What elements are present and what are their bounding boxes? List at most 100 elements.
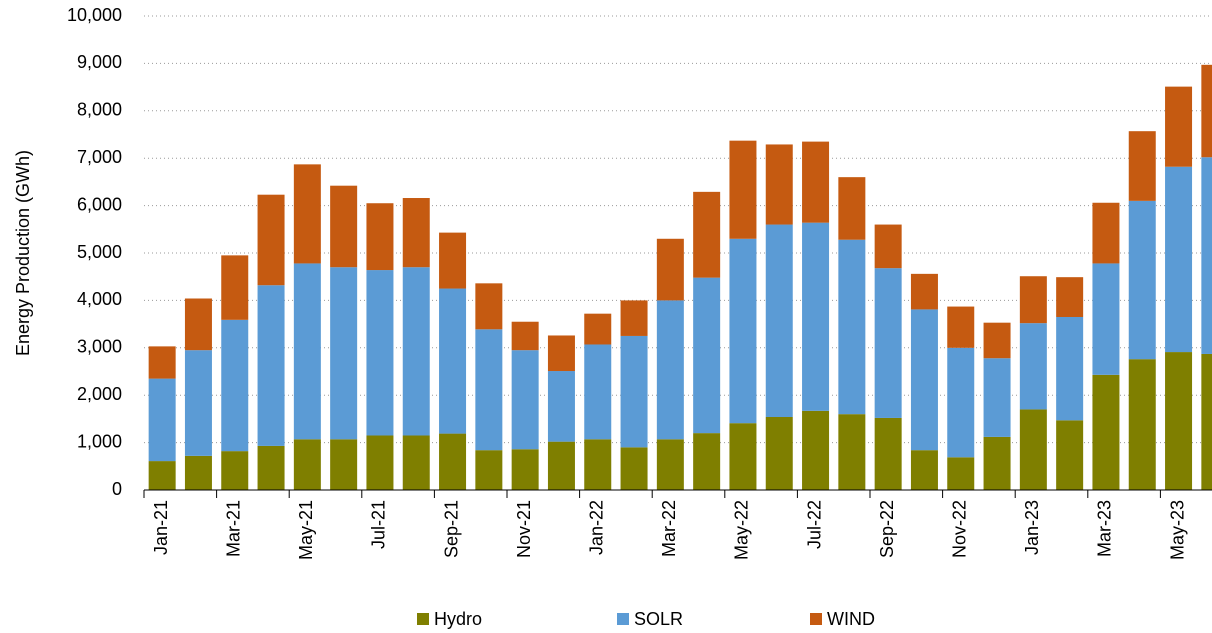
bar-segment xyxy=(1092,374,1120,490)
bar-segment xyxy=(765,224,793,418)
bar-segment xyxy=(656,300,684,440)
x-tick-label: Jan-23 xyxy=(1022,500,1042,555)
x-tick-label: Mar-22 xyxy=(659,500,679,557)
bar-segment xyxy=(874,417,902,490)
bar-segment xyxy=(729,238,757,424)
bar-segment xyxy=(874,268,902,418)
bar-segment xyxy=(693,191,721,278)
bar-segment xyxy=(366,270,394,436)
bar-segment xyxy=(1019,409,1047,490)
legend-label: SOLR xyxy=(634,609,683,629)
bar-segment xyxy=(330,267,358,440)
bar-segment xyxy=(1165,166,1193,353)
bar-segment xyxy=(983,358,1011,437)
x-tick-label: Sep-22 xyxy=(877,500,897,558)
bar-segment xyxy=(330,439,358,490)
bar-segment xyxy=(802,141,830,223)
bar-segment xyxy=(366,435,394,490)
bar-segment xyxy=(983,322,1011,359)
x-tick-label: Jan-21 xyxy=(151,500,171,555)
bar-segment xyxy=(1128,359,1156,490)
bar-segment xyxy=(584,313,612,345)
bar-segment xyxy=(148,346,176,379)
bar-segment xyxy=(1201,157,1212,354)
bar-segment xyxy=(1092,263,1120,375)
bar-segment xyxy=(1128,131,1156,201)
bar-segment xyxy=(838,414,866,490)
bar-segment xyxy=(439,433,467,490)
bar-segment xyxy=(1165,86,1193,167)
y-tick-label: 5,000 xyxy=(77,242,122,262)
bar-segment xyxy=(184,350,212,456)
bar-segment xyxy=(330,185,358,268)
bar-segment xyxy=(366,203,394,271)
legend-swatch xyxy=(810,613,822,625)
bar-segment xyxy=(729,423,757,490)
bar-segment xyxy=(475,329,503,451)
bar-segment xyxy=(947,457,975,490)
bar-segment xyxy=(1201,64,1212,158)
x-tick-label: May-22 xyxy=(732,500,752,560)
y-tick-label: 9,000 xyxy=(77,52,122,72)
bar-segment xyxy=(620,335,648,448)
x-tick-label: Nov-22 xyxy=(950,500,970,558)
x-tick-label: May-23 xyxy=(1167,500,1187,560)
bar-segment xyxy=(511,350,539,450)
bar-segment xyxy=(838,177,866,240)
legend-label: WIND xyxy=(827,609,875,629)
bar-segment xyxy=(402,198,430,268)
y-tick-label: 0 xyxy=(112,479,122,499)
bar-segment xyxy=(402,267,430,436)
bar-segment xyxy=(1128,200,1156,360)
legend-label: Hydro xyxy=(434,609,482,629)
bar-segment xyxy=(257,194,285,286)
bar-segment xyxy=(1092,202,1120,264)
x-tick-label: Jan-22 xyxy=(587,500,607,555)
y-axis-label: Energy Production (GWh) xyxy=(13,150,33,356)
bar-segment xyxy=(983,436,1011,490)
x-tick-label: Nov-21 xyxy=(514,500,534,558)
bar-segment xyxy=(1165,352,1193,490)
bar-segment xyxy=(184,298,212,351)
bar-segment xyxy=(1056,277,1084,317)
y-tick-label: 10,000 xyxy=(67,5,122,25)
bar-segment xyxy=(148,461,176,490)
bar-segment xyxy=(257,285,285,446)
bar-segment xyxy=(439,232,467,289)
legend-swatch xyxy=(417,613,429,625)
bar-segment xyxy=(221,451,249,490)
bar-segment xyxy=(765,144,793,225)
plot xyxy=(148,64,1212,490)
x-tick-label: Mar-21 xyxy=(224,500,244,557)
bar-segment xyxy=(656,238,684,301)
bar-segment xyxy=(874,224,902,269)
bar-segment xyxy=(1019,323,1047,410)
bar-segment xyxy=(475,283,503,330)
bar-segment xyxy=(293,439,321,490)
bar-segment xyxy=(693,433,721,490)
bar-segment xyxy=(547,371,575,442)
bar-segment xyxy=(1201,353,1212,490)
y-tick-label: 8,000 xyxy=(77,100,122,120)
bar-segment xyxy=(947,306,975,348)
bar-segment xyxy=(547,441,575,490)
y-tick-label: 1,000 xyxy=(77,431,122,451)
bar-segment xyxy=(584,344,612,440)
bar-segment xyxy=(402,435,430,490)
bar-segment xyxy=(765,417,793,490)
bar-segment xyxy=(184,455,212,490)
bar-segment xyxy=(910,450,938,490)
bar-segment xyxy=(838,239,866,415)
y-tick-label: 7,000 xyxy=(77,147,122,167)
bar-segment xyxy=(1056,316,1084,421)
bar-segment xyxy=(293,263,321,440)
bar-segment xyxy=(656,439,684,490)
legend-swatch xyxy=(617,613,629,625)
bar-segment xyxy=(475,450,503,490)
x-tick-label: May-21 xyxy=(296,500,316,560)
x-tick-label: Sep-21 xyxy=(441,500,461,558)
bar-segment xyxy=(511,321,539,351)
bar-segment xyxy=(729,140,757,239)
